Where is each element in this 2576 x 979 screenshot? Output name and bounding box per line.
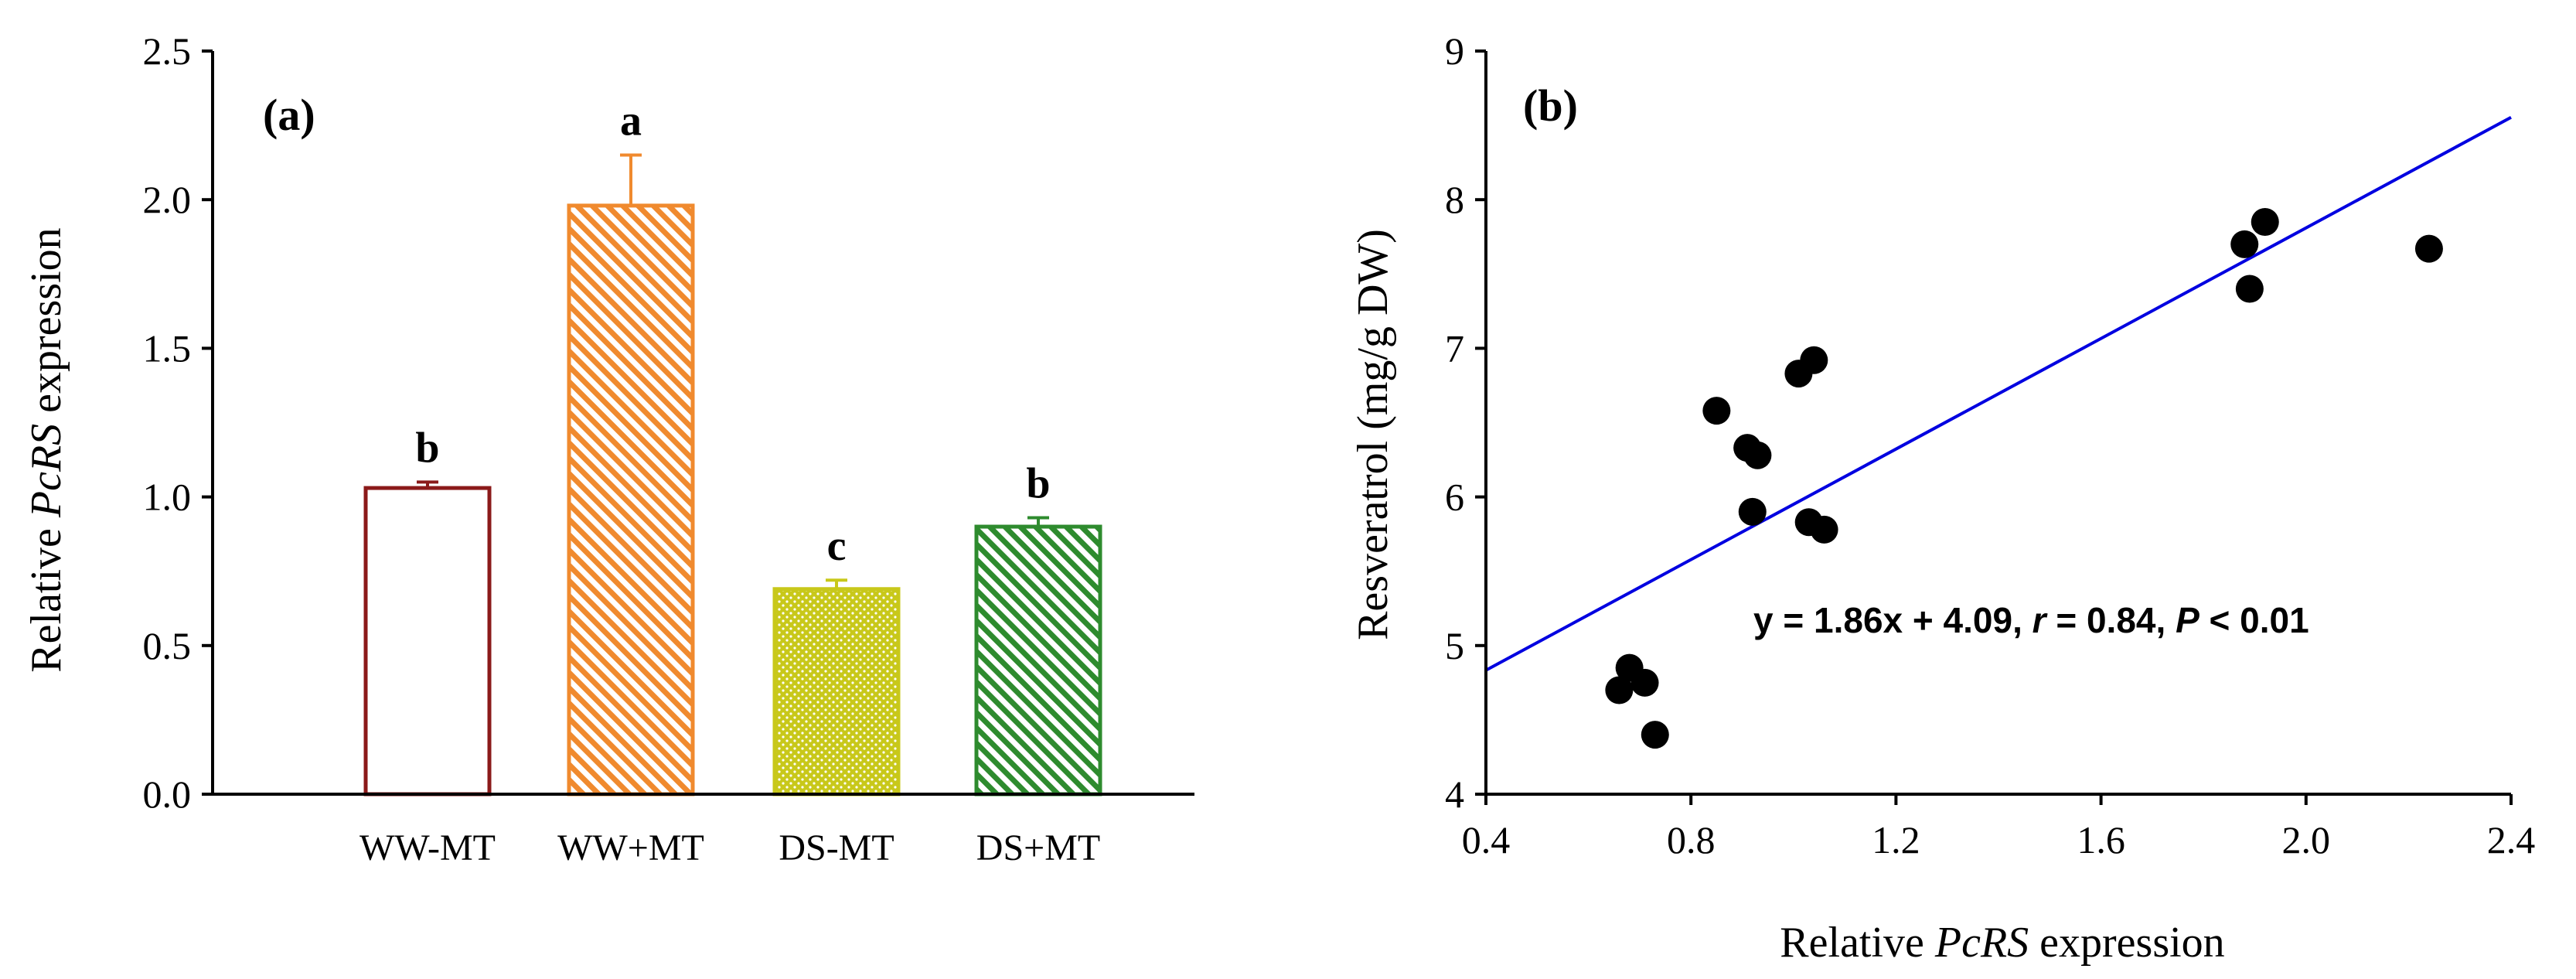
- panel-b-x-tick-label: 0.8: [1667, 818, 1716, 861]
- significance-letter: c: [827, 522, 847, 570]
- data-point: [1738, 497, 1767, 526]
- panel-b-y-tick-label: 9: [1445, 29, 1464, 73]
- bar-ww-mt: [363, 486, 492, 797]
- bar-ds-mt: [772, 587, 901, 797]
- panel-b-points: [1605, 208, 2443, 749]
- panel-a-x-tick-labels: WW-MT WW+MT DS-MT DS+MT: [359, 827, 1100, 868]
- data-point: [1605, 676, 1634, 704]
- panel-a-y-tick-label: 2.5: [143, 29, 192, 73]
- category-label: DS-MT: [779, 827, 894, 868]
- panel-b-ylabel: Resveratrol (mg/g DW): [1349, 229, 1397, 640]
- category-label: WW-MT: [359, 827, 496, 868]
- panel-b-x-tick-label: 1.6: [2077, 818, 2125, 861]
- data-point: [2230, 230, 2259, 258]
- panel-a-y-tick-label: 1.0: [143, 476, 192, 519]
- panel-b-y-tick-label: 7: [1445, 326, 1464, 370]
- panel-b-label: (b): [1523, 80, 1578, 131]
- panel-b-xlabel: Relative PcRS expression: [1780, 919, 2224, 967]
- regression-line: [1485, 115, 2512, 672]
- bar-ds+mt: [974, 524, 1102, 797]
- panel-a-y-tick-label: 0.0: [143, 773, 192, 816]
- panel-b-x-tick-label: 2.0: [2282, 818, 2331, 861]
- panel-a-bars: b a c b: [363, 97, 1102, 797]
- data-point: [2235, 275, 2264, 303]
- panel-b-y-tick-label: 4: [1445, 773, 1464, 816]
- data-point: [1630, 668, 1659, 697]
- panel-b-x-tick-label: 2.4: [2487, 818, 2536, 861]
- panel-a-y-tick-label: 2.0: [143, 178, 192, 221]
- panel-a-y-tick-label: 1.5: [143, 326, 192, 370]
- panel-b-x-tick-label: 0.4: [1462, 818, 1511, 861]
- data-point: [2251, 208, 2279, 237]
- panel-b-fit-line-group: [1485, 115, 2512, 672]
- panel-b-y-tick-label: 5: [1445, 624, 1464, 667]
- panel-b-y-tick-label: 8: [1445, 178, 1464, 221]
- panel-a-label: (a): [263, 90, 315, 140]
- data-point: [1641, 721, 1669, 749]
- data-point: [2414, 234, 2443, 263]
- panel-b: (b) Resveratrol (mg/g DW) Relative PcRS …: [1349, 29, 2535, 967]
- category-label: WW+MT: [557, 827, 704, 868]
- panel-b-y-tick-label: 6: [1445, 476, 1464, 519]
- panel-a: (a) Relative PcRS expression 0.0 0.5 1.0 1.…: [22, 29, 1194, 868]
- panel-b-x-axis-ticks: 0.4 0.8 1.2 1.6 2.0 2.4: [1462, 794, 2536, 861]
- data-point: [1800, 346, 1828, 374]
- significance-letter: b: [1026, 460, 1050, 508]
- panel-a-y-axis-ticks: 0.0 0.5 1.0 1.5 2.0 2.5: [143, 29, 213, 816]
- panel-a-y-tick-label: 0.5: [143, 624, 192, 667]
- data-point: [1702, 397, 1731, 425]
- category-label: DS+MT: [976, 827, 1100, 868]
- panel-b-y-axis-ticks: 4 5 6 7 8 9: [1445, 29, 1486, 816]
- regression-equation: y = 1.86x + 4.09, r = 0.84, P < 0.01: [1753, 600, 2309, 640]
- bar-ww+mt: [567, 203, 695, 797]
- data-point: [1743, 441, 1772, 469]
- data-point: [1810, 515, 1838, 544]
- significance-letter: a: [620, 97, 642, 145]
- panel-b-x-tick-label: 1.2: [1872, 818, 1920, 861]
- significance-letter: b: [415, 424, 439, 472]
- panel-a-ylabel: Relative PcRS expression: [22, 227, 70, 672]
